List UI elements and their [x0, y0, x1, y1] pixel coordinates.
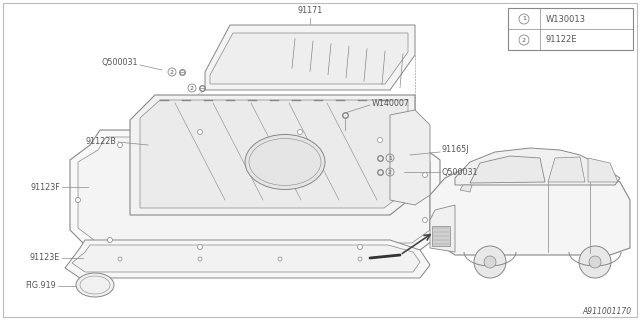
- Bar: [508, 8, 633, 50]
- Text: Q500031: Q500031: [442, 167, 479, 177]
- Text: 2: 2: [190, 85, 194, 91]
- Text: 91123E: 91123E: [29, 253, 60, 262]
- Polygon shape: [390, 110, 430, 205]
- Circle shape: [589, 256, 601, 268]
- Circle shape: [484, 256, 496, 268]
- Text: Q500031: Q500031: [102, 59, 138, 68]
- Text: 91165J: 91165J: [442, 146, 470, 155]
- Circle shape: [76, 197, 81, 203]
- Text: 1: 1: [522, 17, 526, 21]
- Circle shape: [579, 246, 611, 278]
- Polygon shape: [548, 157, 585, 182]
- Text: 2: 2: [170, 69, 174, 75]
- Circle shape: [422, 218, 428, 222]
- Text: 1: 1: [388, 156, 392, 161]
- Polygon shape: [72, 245, 420, 272]
- Circle shape: [474, 246, 506, 278]
- Ellipse shape: [76, 273, 114, 297]
- Polygon shape: [430, 158, 630, 255]
- Circle shape: [198, 257, 202, 261]
- Circle shape: [422, 172, 428, 178]
- Polygon shape: [470, 156, 545, 183]
- Circle shape: [358, 257, 362, 261]
- Circle shape: [118, 257, 122, 261]
- Polygon shape: [78, 137, 430, 243]
- Polygon shape: [430, 205, 455, 252]
- Text: 91123F: 91123F: [30, 182, 60, 191]
- Text: 2: 2: [388, 170, 392, 174]
- Circle shape: [298, 130, 303, 134]
- Bar: [432, 226, 450, 246]
- Circle shape: [198, 244, 202, 250]
- Text: 91122E: 91122E: [546, 36, 577, 44]
- Text: 91122B: 91122B: [85, 138, 116, 147]
- Text: FIG.919: FIG.919: [25, 282, 56, 291]
- Polygon shape: [460, 185, 472, 192]
- Text: W140007: W140007: [372, 99, 410, 108]
- Ellipse shape: [245, 134, 325, 189]
- Circle shape: [358, 244, 362, 250]
- Polygon shape: [455, 148, 620, 185]
- Circle shape: [278, 257, 282, 261]
- Text: A911001170: A911001170: [583, 307, 632, 316]
- Polygon shape: [70, 130, 440, 250]
- Circle shape: [108, 237, 113, 243]
- Polygon shape: [205, 25, 415, 90]
- Polygon shape: [588, 158, 618, 182]
- Circle shape: [118, 142, 122, 148]
- Circle shape: [198, 130, 202, 134]
- Polygon shape: [65, 240, 430, 278]
- Text: 2: 2: [522, 37, 526, 43]
- Text: 91171: 91171: [298, 6, 323, 15]
- Circle shape: [378, 138, 383, 142]
- Polygon shape: [130, 95, 415, 215]
- Polygon shape: [140, 100, 408, 208]
- Polygon shape: [210, 33, 408, 84]
- Text: W130013: W130013: [546, 14, 586, 23]
